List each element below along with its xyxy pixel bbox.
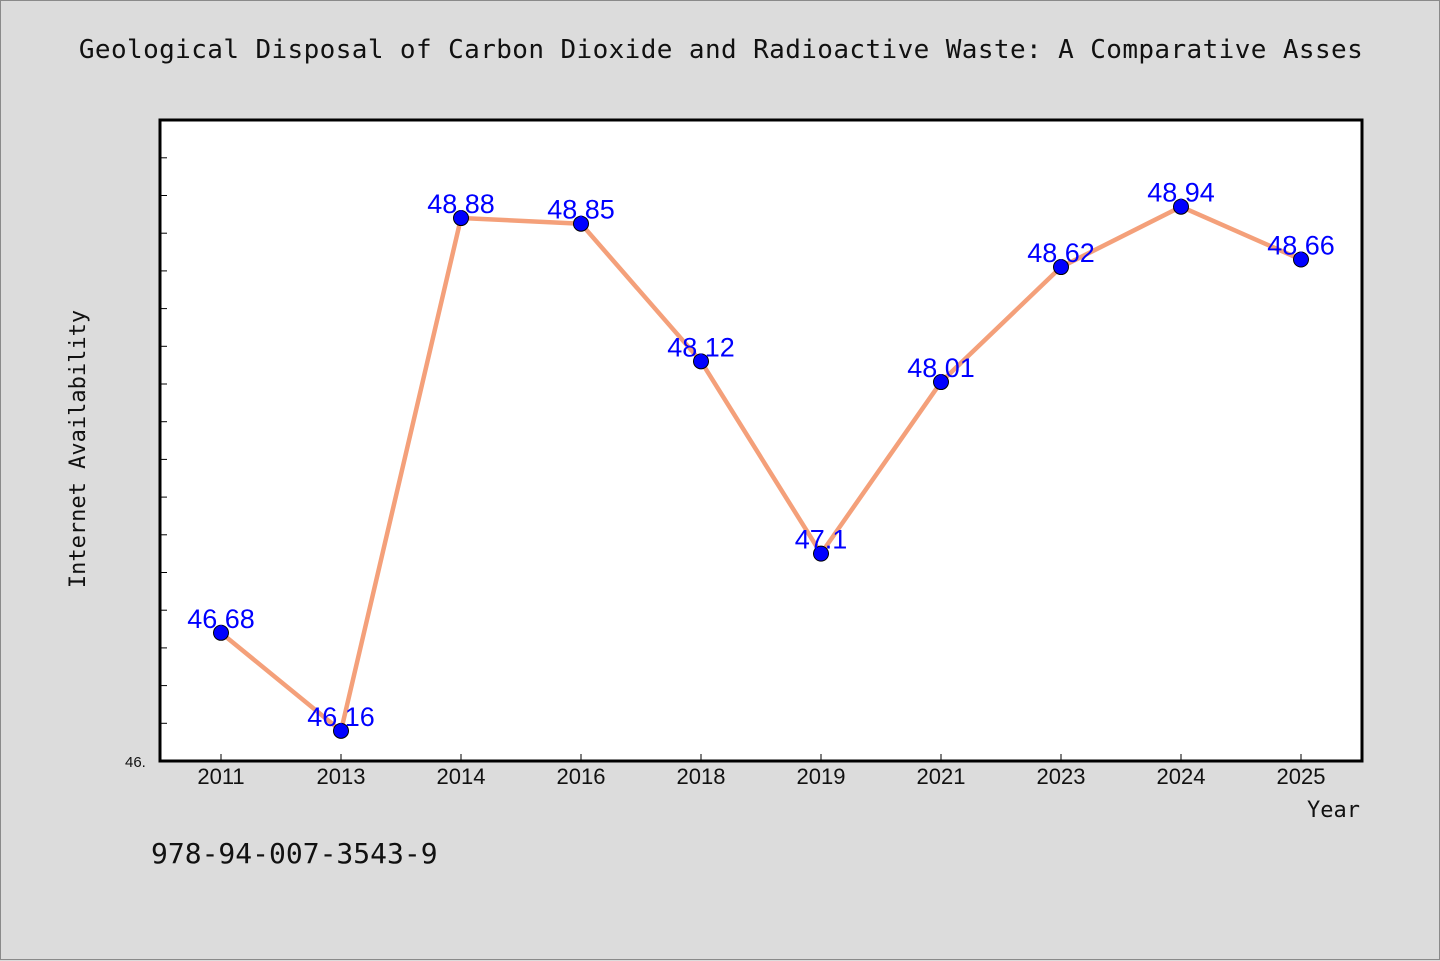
data-label: 48.88 (427, 189, 495, 219)
data-point-marker (1173, 198, 1189, 215)
x-tick-label: 2019 (797, 764, 846, 789)
isbn-text: 978-94-007-3543-9 (151, 837, 438, 870)
x-tick-label: 2014 (437, 764, 486, 789)
chart-title: Geological Disposal of Carbon Dioxide an… (78, 35, 1364, 65)
y-minor-ticks (160, 157, 167, 724)
data-label: 48.62 (1027, 238, 1095, 268)
data-point-marker (213, 624, 229, 641)
x-tick-label: 2024 (1157, 764, 1206, 789)
data-point-marker (693, 353, 709, 370)
data-point-marker (813, 545, 829, 562)
data-point-marker (453, 210, 469, 227)
y-min-tick-label: 46. (125, 754, 146, 771)
data-point-marker (1053, 259, 1069, 276)
x-tick-label: 2013 (317, 764, 366, 789)
data-label: 46.68 (187, 604, 255, 634)
x-tick-label: 2018 (677, 764, 726, 789)
data-label-group: 46.68 46.16 48.88 48.85 48.12 47.1 48.01 48.62 4… (187, 178, 1335, 732)
series-line-group (218, 204, 1304, 734)
x-axis-label: Year (1307, 798, 1360, 823)
y-axis-label: Internet Availability (66, 310, 91, 588)
data-point-marker (1293, 251, 1309, 268)
data-label: 48.12 (667, 332, 735, 362)
data-label: 48.85 (547, 195, 615, 225)
x-tick-label: 2025 (1277, 764, 1326, 789)
x-tick-label: 2016 (557, 764, 606, 789)
data-label: 48.01 (907, 353, 975, 383)
data-label: 48.66 (1267, 231, 1335, 261)
data-point-marker (573, 215, 589, 232)
data-point-marker (333, 722, 349, 739)
x-tick-label: 2011 (197, 764, 244, 789)
x-ticks: 2011 2013 2014 2016 2018 2019 2021 2023 2024 2025 (197, 754, 1325, 789)
data-label: 46.16 (307, 702, 375, 732)
data-label: 47.1 (795, 525, 848, 555)
data-point-marker (933, 374, 949, 391)
plot-area (158, 118, 1364, 763)
marker-group (213, 198, 1309, 739)
data-label: 48.94 (1147, 178, 1215, 208)
series-line (218, 204, 1304, 734)
x-tick-label: 2023 (1037, 764, 1086, 789)
x-tick-label: 2021 (917, 764, 966, 789)
